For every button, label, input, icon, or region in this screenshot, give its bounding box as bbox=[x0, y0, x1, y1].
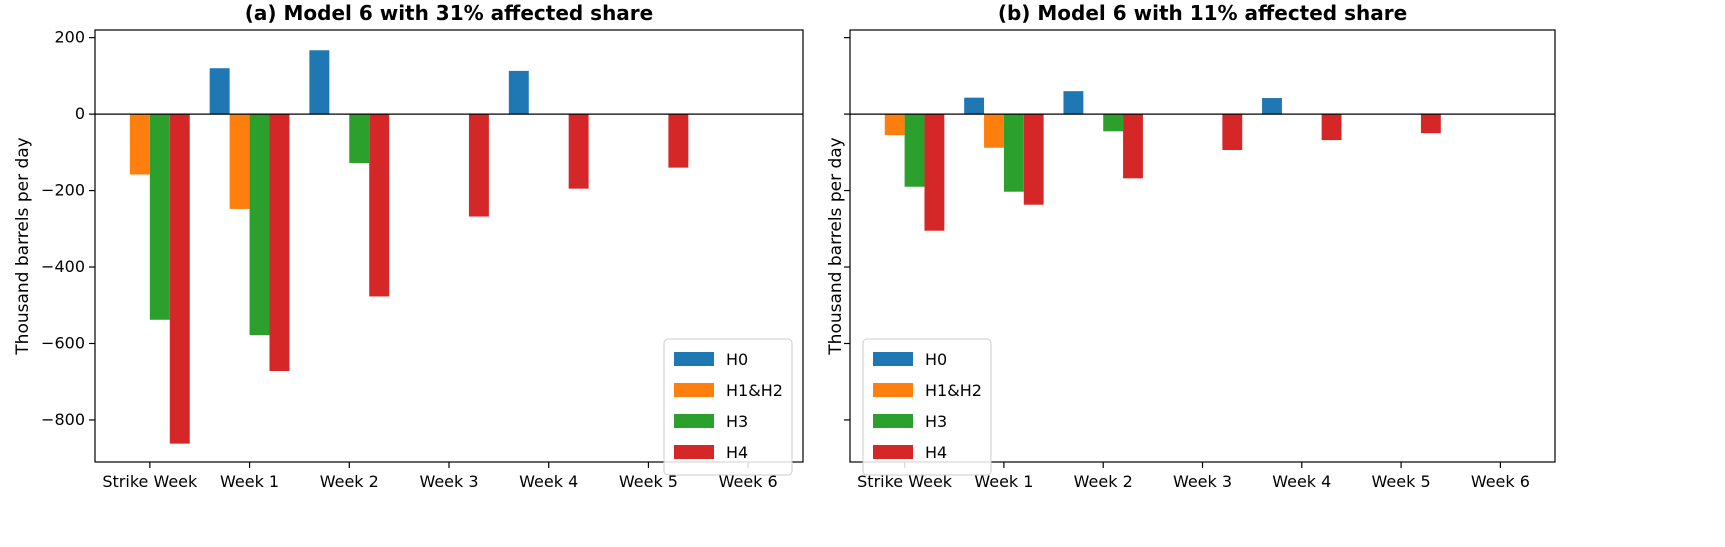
bar-h3-2 bbox=[1103, 114, 1124, 132]
legend-box bbox=[862, 338, 992, 476]
chart-panel-a: (a) Model 6 with 31% affected share Thous… bbox=[13, 1, 804, 491]
y-axis-label: Thousand barrels per day bbox=[13, 137, 33, 355]
bar-h4-3 bbox=[1222, 114, 1243, 151]
x-tick-label: Week 4 bbox=[519, 472, 578, 491]
legend-swatch bbox=[873, 414, 913, 428]
legend-swatch bbox=[674, 414, 714, 428]
bar-h3-1 bbox=[1003, 114, 1024, 192]
bar-h0-1 bbox=[209, 68, 230, 115]
bar-h0-2 bbox=[309, 50, 330, 115]
legend-entry: H4 bbox=[925, 443, 947, 462]
bar-h4-5 bbox=[668, 114, 689, 168]
chart-panel-b: (b) Model 6 with 11% affected share Thous… bbox=[826, 1, 1556, 491]
x-tick-label: Week 1 bbox=[974, 472, 1033, 491]
x-tick-label: Week 3 bbox=[1173, 472, 1232, 491]
x-tick-label: Week 6 bbox=[719, 472, 778, 491]
legend-box bbox=[663, 338, 793, 476]
bar-h0-2 bbox=[1063, 91, 1084, 115]
legend: H0 H1&H2 H3 H4 bbox=[862, 338, 992, 476]
y-tick-label: 200 bbox=[54, 28, 85, 47]
x-tick-label: Strike Week bbox=[857, 472, 953, 491]
x-tick-label: Week 5 bbox=[619, 472, 678, 491]
bar-h4-0 bbox=[924, 114, 945, 231]
bar-h0-4 bbox=[508, 70, 529, 115]
chart-title: (b) Model 6 with 11% affected share bbox=[998, 1, 1407, 25]
bar-h3-2 bbox=[349, 114, 370, 164]
bar-h1-h2-0 bbox=[129, 114, 150, 175]
legend-entry: H1&H2 bbox=[726, 381, 783, 400]
y-tick-label: −400 bbox=[41, 257, 85, 276]
bar-h4-1 bbox=[269, 114, 290, 372]
x-tick-label: Week 6 bbox=[1471, 472, 1530, 491]
y-tick-label: −200 bbox=[41, 181, 85, 200]
bar-h1-h2-0 bbox=[884, 114, 905, 136]
legend-entry: H0 bbox=[925, 350, 947, 369]
x-tick-label: Week 3 bbox=[419, 472, 478, 491]
legend-swatch bbox=[674, 445, 714, 459]
bar-h1-h2-1 bbox=[984, 114, 1004, 148]
legend-swatch bbox=[674, 352, 714, 366]
legend-swatch bbox=[873, 445, 913, 459]
x-tick-label: Week 5 bbox=[1372, 472, 1431, 491]
bar-h3-0 bbox=[904, 114, 925, 187]
legend-entry: H3 bbox=[726, 412, 748, 431]
bar-h4-3 bbox=[468, 114, 489, 217]
bar-h4-4 bbox=[1321, 114, 1342, 141]
bar-h4-2 bbox=[369, 114, 390, 297]
y-tick-label: −600 bbox=[41, 333, 85, 352]
y-axis-label: Thousand barrels per day bbox=[826, 137, 846, 355]
y-tick-label: 0 bbox=[75, 104, 85, 123]
legend-entry: H1&H2 bbox=[925, 381, 982, 400]
legend-entry: H4 bbox=[726, 443, 748, 462]
legend-swatch bbox=[873, 352, 913, 366]
bar-h3-1 bbox=[249, 114, 270, 336]
bar-h3-0 bbox=[149, 114, 170, 320]
bar-h1-h2-1 bbox=[229, 114, 250, 209]
x-tick-label: Strike Week bbox=[102, 472, 198, 491]
bar-h0-1 bbox=[964, 97, 985, 115]
bar-h4-4 bbox=[568, 114, 589, 189]
x-tick-label: Week 1 bbox=[220, 472, 279, 491]
bar-h0-4 bbox=[1262, 98, 1282, 115]
bar-h4-0 bbox=[169, 114, 190, 444]
x-tick-label: Week 4 bbox=[1272, 472, 1331, 491]
chart-title: (a) Model 6 with 31% affected share bbox=[245, 1, 653, 25]
legend-swatch bbox=[674, 383, 714, 397]
legend-entry: H3 bbox=[925, 412, 947, 431]
legend-entry: H0 bbox=[726, 350, 748, 369]
legend: H0 H1&H2 H3 H4 bbox=[663, 338, 793, 476]
legend-swatch bbox=[873, 383, 913, 397]
y-tick-label: −800 bbox=[41, 410, 85, 429]
x-tick-label: Week 2 bbox=[320, 472, 379, 491]
x-tick-label: Week 2 bbox=[1074, 472, 1133, 491]
bar-h4-5 bbox=[1420, 114, 1441, 134]
bar-h4-2 bbox=[1123, 114, 1143, 179]
bar-h4-1 bbox=[1023, 114, 1044, 205]
